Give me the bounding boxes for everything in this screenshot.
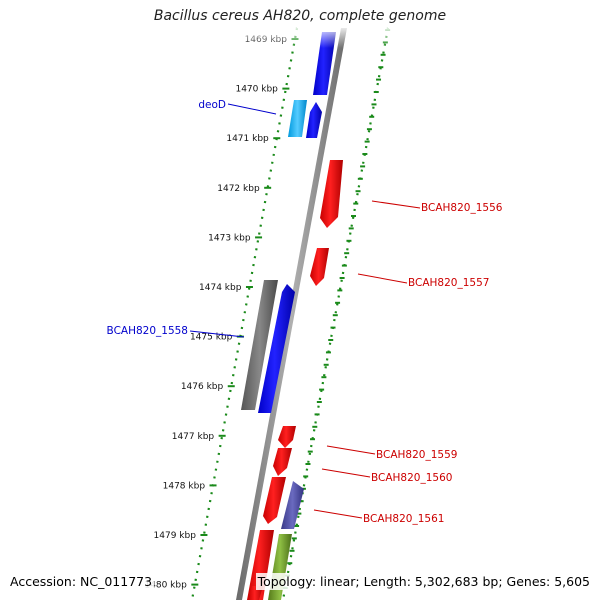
gene-label-bcah820-1557[interactable]: BCAH820_1557	[408, 277, 489, 289]
scale-tick-label: 1474 kbp	[199, 283, 242, 293]
scale-tick-label: 1476 kbp	[181, 382, 224, 392]
gene-label-deoD[interactable]: deoD	[198, 99, 226, 111]
scale-tick-label: 1471 kbp	[226, 134, 269, 144]
gene-labels: deoD BCAH820_1556 BCAH820_1557 BCAH820_1…	[107, 99, 503, 525]
scale-tick-label: 1480 kbp	[144, 581, 187, 591]
gene-feature[interactable]	[281, 481, 304, 529]
gene-feature[interactable]	[241, 280, 278, 410]
genome-backbone	[236, 28, 347, 600]
gene-feature[interactable]	[306, 102, 322, 138]
scale-tick-label: 1477 kbp	[172, 432, 215, 442]
gene-feature[interactable]	[310, 248, 329, 286]
label-leader-lines	[189, 103, 421, 519]
gene-feature[interactable]	[273, 448, 292, 476]
accession-text: Accession: NC_011773	[8, 573, 155, 590]
scale-tick-label: 1470 kbp	[235, 85, 278, 95]
scale-tick-label: 1479 kbp	[154, 531, 197, 541]
genome-title: Bacillus cereus AH820, complete genome	[153, 8, 447, 24]
gene-label-bcah820-1556[interactable]: BCAH820_1556	[421, 202, 503, 214]
gene-label-bcah820-1561[interactable]: BCAH820_1561	[363, 513, 444, 525]
genome-stats-text: Topology: linear; Length: 5,302,683 bp; …	[255, 573, 592, 590]
gene-feature[interactable]	[263, 477, 286, 524]
gene-label-bcah820-1558[interactable]: BCAH820_1558	[107, 325, 188, 337]
gene-feature[interactable]	[278, 426, 296, 448]
gene-label-bcah820-1560[interactable]: BCAH820_1560	[371, 472, 452, 484]
gene-feature[interactable]	[258, 284, 295, 413]
gene-feature[interactable]	[320, 160, 343, 228]
gene-label-bcah820-1559[interactable]: BCAH820_1559	[376, 449, 457, 461]
scale-tick-label: 1472 kbp	[217, 184, 260, 194]
scale-tick-label: 1475 kbp	[190, 333, 233, 343]
scale-tick-label: 1478 kbp	[163, 481, 206, 491]
top-fade	[0, 28, 600, 48]
left-ruler-line	[190, 27, 299, 600]
gene-feature[interactable]	[288, 100, 307, 137]
gene-feature[interactable]	[247, 530, 274, 600]
scale-tick-label: 1473 kbp	[208, 233, 251, 243]
right-ruler-line	[281, 27, 390, 600]
